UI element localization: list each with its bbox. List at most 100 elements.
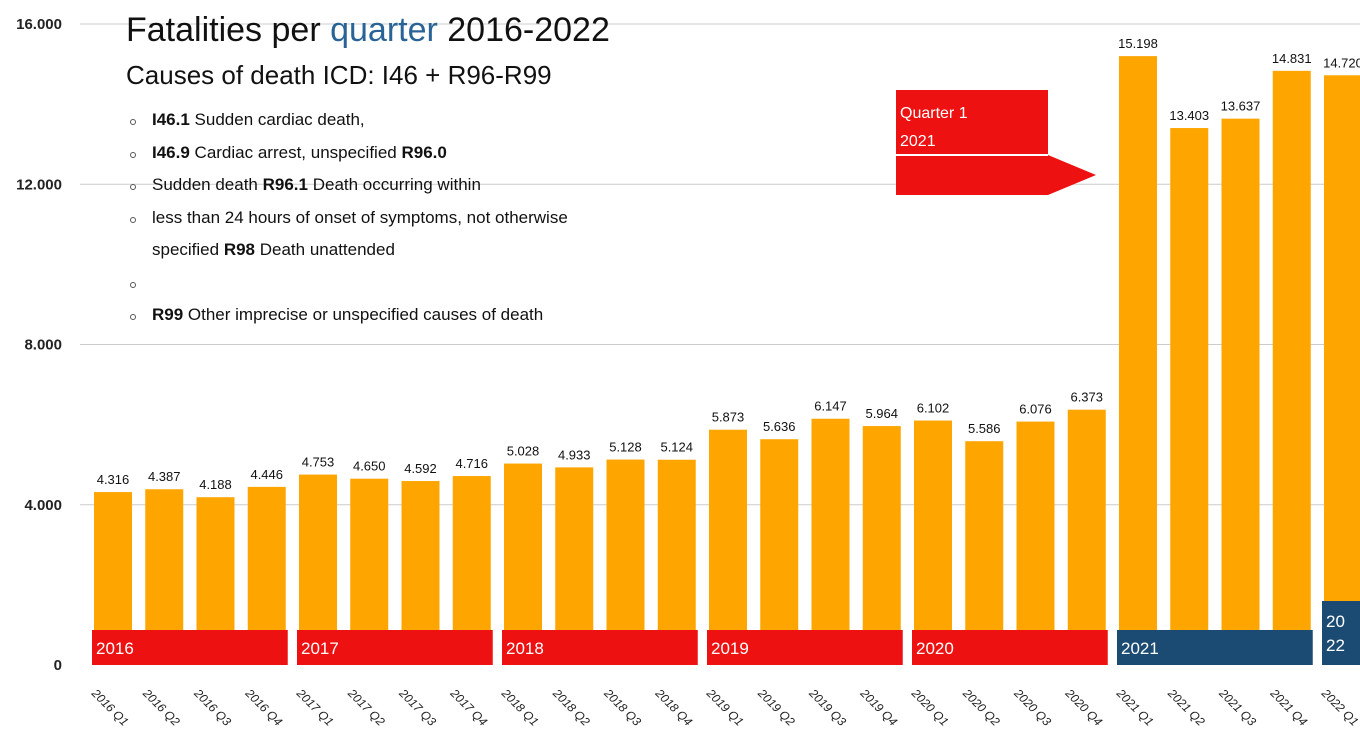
icd-code: I46.1 — [152, 110, 190, 129]
bullet-icon — [130, 184, 136, 190]
title-accent: quarter — [330, 11, 438, 49]
value-label: 6.373 — [1070, 390, 1103, 405]
year-band — [912, 630, 1108, 665]
value-label: 4.716 — [455, 456, 488, 471]
cause-text: less than 24 hours of onset of symptoms,… — [152, 207, 568, 227]
cause-list-item: I46.9 Cardiac arrest, unspecified R96.0 — [126, 137, 568, 170]
year-band-label: 2019 — [711, 639, 749, 658]
icd-code: R98 — [223, 240, 256, 259]
value-label: 5.964 — [865, 406, 898, 421]
year-band-label: 2020 — [916, 639, 954, 658]
year-band-label: 2018 — [506, 639, 544, 658]
x-tick-label: 2018 Q1 — [498, 686, 541, 729]
x-tick-label: 2016 Q3 — [191, 686, 234, 729]
bar — [1170, 128, 1209, 666]
value-label: 4.387 — [148, 469, 181, 484]
cause-list-item: less than 24 hours of onset of symptoms,… — [126, 202, 568, 235]
y-tick-label: 4.000 — [24, 497, 62, 514]
cause-list-item — [126, 267, 568, 300]
bar — [1221, 118, 1260, 666]
x-tick-label: 2021 Q4 — [1267, 686, 1310, 729]
bullet-icon — [130, 216, 136, 223]
x-tick-label: 2018 Q3 — [601, 686, 644, 729]
value-label: 15.198 — [1118, 36, 1158, 51]
bar — [914, 420, 952, 665]
x-tick-label: 2019 Q1 — [703, 686, 746, 729]
value-label: 5.636 — [763, 419, 796, 434]
bar — [1016, 421, 1055, 665]
value-label: 6.076 — [1019, 402, 1052, 417]
x-tick-label: 2021 Q3 — [1216, 686, 1259, 729]
bar — [709, 429, 747, 665]
year-band-label: 20 22 — [1326, 612, 1345, 655]
x-tick-label: 2016 Q1 — [88, 686, 131, 729]
value-label: 4.650 — [353, 459, 386, 474]
value-label: 4.933 — [558, 447, 591, 462]
x-tick-label: 2022 Q1 — [1318, 686, 1360, 729]
x-tick-label: 2016 Q4 — [242, 686, 285, 729]
chart-title-block: Fatalities per quarter 2016-2022 Causes … — [126, 10, 610, 92]
x-tick-label: 2018 Q4 — [652, 686, 695, 729]
title-prefix: Fatalities per — [126, 11, 331, 49]
cause-text: Other imprecise or unspecified causes of… — [183, 305, 544, 324]
y-tick-label: 0 — [54, 657, 62, 674]
x-tick-label: 2017 Q1 — [293, 686, 336, 729]
bar — [811, 418, 850, 665]
value-label: 14.831 — [1272, 51, 1312, 66]
bullet-icon — [130, 314, 136, 320]
value-label: 13.637 — [1221, 99, 1261, 114]
title-suffix: 2016-2022 — [437, 11, 610, 49]
x-tick-label: 2017 Q3 — [396, 686, 439, 729]
bullet-icon — [130, 119, 136, 125]
year-band — [707, 630, 903, 665]
value-label: 5.124 — [660, 440, 693, 455]
x-tick-label: 2019 Q4 — [857, 686, 900, 729]
y-tick-label: 12.000 — [16, 176, 62, 193]
chart-title: Fatalities per quarter 2016-2022 — [126, 10, 610, 50]
x-tick-label: 2021 Q2 — [1164, 686, 1207, 729]
year-band — [297, 630, 493, 665]
year-band — [1117, 630, 1313, 665]
year-band — [92, 630, 288, 665]
bar — [1119, 56, 1157, 665]
value-label: 6.102 — [917, 401, 950, 416]
x-tick-label: 2020 Q2 — [959, 686, 1002, 729]
cause-list-item: specified R98 Death unattended — [126, 234, 568, 267]
value-label: 4.316 — [97, 472, 130, 487]
bullet-icon — [130, 151, 136, 158]
chart-subtitle: Causes of death ICD: I46 + R96-R99 — [126, 60, 552, 90]
x-tick-label: 2020 Q4 — [1062, 686, 1105, 729]
bar — [965, 441, 1004, 665]
cause-text: Death unattended — [255, 240, 395, 259]
year-band — [502, 630, 698, 665]
x-tick-label: 2018 Q2 — [549, 686, 592, 729]
x-tick-label: 2019 Q3 — [806, 686, 849, 729]
cause-text: Cardiac arrest, unspecified — [189, 142, 402, 162]
icd-code: I46.9 — [152, 142, 190, 162]
cause-text: Sudden cardiac death, — [189, 110, 365, 129]
bullet-icon — [130, 281, 136, 288]
bar — [862, 426, 901, 665]
bar — [1324, 75, 1360, 665]
value-label: 4.446 — [250, 467, 283, 482]
x-tick-label: 2021 Q1 — [1113, 686, 1156, 729]
icd-code: R96.0 — [401, 142, 447, 162]
x-tick-label: 2016 Q2 — [139, 686, 182, 729]
cause-text: specified — [152, 240, 224, 259]
value-label: 5.873 — [712, 410, 745, 425]
x-tick-label: 2020 Q1 — [908, 686, 951, 729]
year-band — [1322, 601, 1360, 665]
year-band-label: 2021 — [1121, 639, 1159, 658]
year-band-label: 2016 — [96, 639, 134, 658]
value-label: 4.753 — [302, 455, 335, 470]
bar — [1272, 70, 1311, 665]
x-tick-label: 2019 Q2 — [754, 686, 797, 729]
value-label: 5.028 — [507, 444, 540, 459]
quarter-callout-arrow — [896, 90, 1096, 195]
cause-text: Death occurring within — [307, 175, 481, 194]
cause-text: Sudden death — [152, 175, 263, 194]
x-tick-label: 2017 Q2 — [344, 686, 387, 729]
bar — [1067, 409, 1106, 665]
cause-list-item: I46.1 Sudden cardiac death, — [126, 104, 568, 137]
